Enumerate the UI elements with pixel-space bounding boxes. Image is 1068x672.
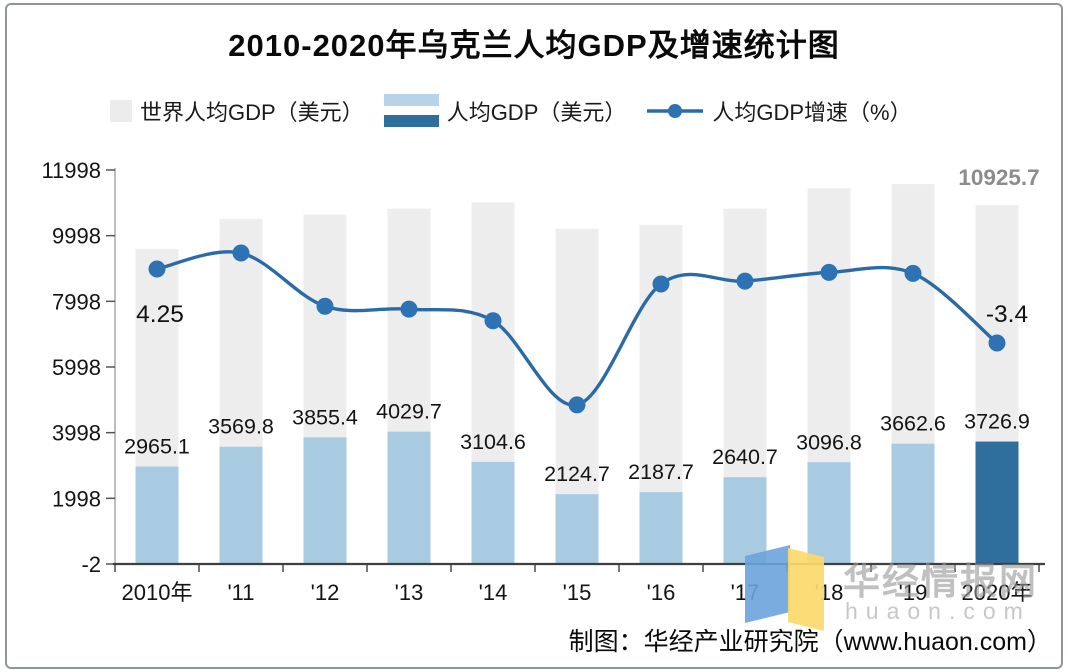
growth-point — [652, 275, 670, 293]
x-tick-label: 2010年 — [122, 580, 193, 605]
gdp-bar-swatch-icon — [383, 94, 439, 127]
y-tick-label: 7998 — [52, 289, 101, 314]
bar-value-label: 3726.9 — [964, 410, 1030, 434]
x-tick-label: '15 — [563, 580, 592, 605]
x-tick-label: '12 — [311, 580, 340, 605]
bar-gdp — [891, 443, 935, 564]
x-tick-label: '18 — [815, 580, 844, 605]
chart-title: 2010-2020年乌克兰人均GDP及增速统计图 — [228, 28, 840, 63]
bar-gdp — [639, 492, 683, 564]
x-tick-label: '11 — [227, 580, 254, 605]
growth-point — [232, 244, 250, 262]
x-tick-label: '19 — [899, 580, 928, 605]
bar-gdp — [387, 431, 431, 564]
bar-value-label: 3569.8 — [208, 415, 274, 439]
growth-point — [316, 297, 334, 315]
bar-value-label: 2124.7 — [544, 462, 610, 486]
y-tick-label: 3998 — [52, 421, 101, 446]
y-tick-label: 1998 — [52, 486, 101, 511]
source-credit: 制图：华经产业研究院（www.huaon.com） — [568, 628, 1052, 656]
legend-label-world-gdp: 世界人均GDP（美元） — [140, 99, 364, 125]
growth-point — [988, 334, 1006, 352]
bar-gdp — [219, 446, 263, 564]
x-tick-label: 2020年 — [962, 580, 1033, 605]
growth-point — [148, 260, 166, 278]
growth-value-label: -3.4 — [986, 301, 1028, 328]
y-tick-label: -2 — [81, 552, 101, 577]
growth-line-swatch-icon — [647, 103, 704, 118]
legend-label-growth: 人均GDP增速（%） — [712, 99, 912, 125]
growth-point — [904, 264, 922, 282]
bar-gdp — [975, 441, 1019, 564]
bar-value-label: 4029.7 — [376, 400, 442, 424]
world-value-label: 10925.7 — [958, 165, 1039, 190]
x-tick-label: '17 — [731, 580, 760, 605]
x-tick-label: '16 — [647, 580, 676, 605]
bar-value-label: 3662.6 — [880, 412, 946, 436]
growth-point — [484, 312, 502, 330]
growth-value-label: 4.25 — [136, 301, 184, 328]
growth-point — [736, 272, 754, 290]
y-tick-label: 9998 — [52, 224, 101, 249]
legend-label-gdp: 人均GDP（美元） — [446, 99, 627, 125]
world-bar-swatch-icon — [110, 99, 132, 122]
bar-value-label: 3096.8 — [796, 430, 862, 454]
bar-value-label: 3855.4 — [292, 405, 358, 429]
bar-gdp — [807, 462, 851, 564]
bar-gdp — [555, 494, 599, 564]
legend-item-growth: 人均GDP增速（%） — [646, 95, 912, 127]
legend-item-gdp: 人均GDP（美元） — [383, 94, 627, 127]
growth-point — [400, 300, 418, 318]
bar-gdp — [135, 466, 179, 564]
bar-gdp — [303, 437, 347, 564]
legend-item-world-gdp: 世界人均GDP（美元） — [110, 95, 364, 127]
x-tick-label: '14 — [479, 580, 508, 605]
bar-value-label: 2640.7 — [712, 445, 778, 469]
y-tick-label: 11998 — [41, 158, 101, 183]
legend: 世界人均GDP（美元） 人均GDP（美元） 人均GDP增速（%） — [110, 94, 912, 127]
x-tick-label: '13 — [395, 580, 424, 605]
bar-gdp — [471, 461, 515, 564]
bar-value-label: 2187.7 — [628, 460, 694, 484]
y-tick-label: 5998 — [52, 355, 101, 380]
bar-value-label: 2965.1 — [124, 435, 190, 459]
growth-point — [820, 263, 838, 281]
bar-value-label: 3104.6 — [460, 430, 526, 454]
bar-gdp — [723, 477, 767, 564]
growth-point — [568, 396, 586, 414]
